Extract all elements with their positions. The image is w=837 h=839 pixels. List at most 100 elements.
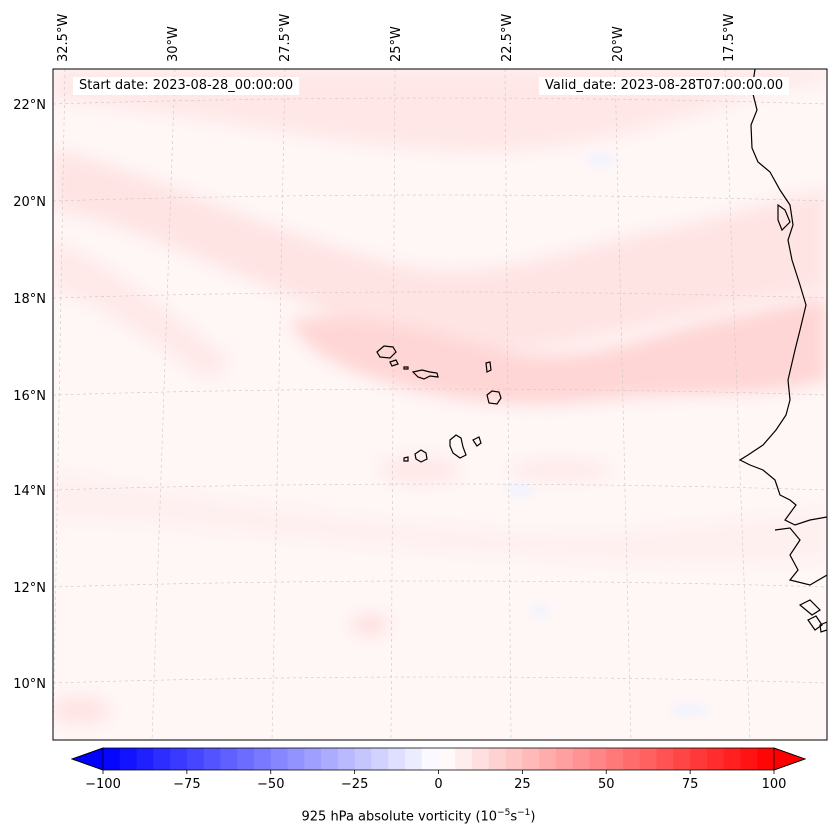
colorbar-segment [623, 748, 641, 770]
lat-label: 16°N [13, 389, 46, 404]
colorbar: −100 −75 −50 −25 0 25 50 75 100 [70, 747, 807, 792]
latitude-labels: 22°N 20°N 18°N 16°N 14°N 12°N 10°N [13, 98, 46, 692]
vorticity-band-west [53, 240, 230, 380]
island-santa-luzia [403, 366, 409, 370]
coastline-inlet [777, 203, 791, 232]
colorbar-segment [455, 748, 473, 770]
colorbar-title: 925 hPa absolute vorticity (10−5s−1) [0, 808, 837, 824]
meridian-32.5w [53, 69, 66, 740]
colorbar-segment [706, 748, 725, 770]
lat-label: 22°N [13, 98, 46, 113]
negative-vorticity-spot [670, 705, 710, 715]
vorticity-band-diagonal [53, 150, 827, 350]
meridian-20w [614, 69, 632, 740]
colorbar-segment [606, 748, 624, 770]
colorbar-segment [723, 748, 741, 770]
colorbar-segment [388, 748, 406, 770]
colorbar-segment [505, 748, 523, 770]
meridian-22.5w [504, 69, 512, 740]
island-sao-nicolau [411, 369, 439, 380]
parallel-16n [53, 388, 827, 396]
parallel-12n [53, 580, 827, 588]
colorbar-segment [572, 748, 590, 770]
colorbar-tick-label: 0 [434, 777, 442, 792]
island-santo-antao [376, 345, 397, 359]
lon-label: 20°W [611, 26, 626, 62]
colorbar-segment [321, 748, 339, 770]
gridlines [53, 69, 827, 740]
colorbar-segment [673, 748, 691, 770]
colorbar-segment [287, 748, 305, 770]
lat-label: 10°N [13, 677, 46, 692]
lat-label: 14°N [13, 484, 46, 499]
colorbar-segment [337, 748, 356, 770]
colorbar-segments [103, 748, 775, 770]
colorbar-title-mid: s [510, 809, 518, 825]
parallel-18n [53, 291, 827, 299]
lon-label: 32.5°W [56, 14, 71, 62]
colorbar-segment [555, 748, 574, 770]
start-date-label: Start date: 2023-08-28_00:00:00 [73, 77, 300, 95]
colorbar-segment [203, 748, 221, 770]
colorbar-segment [186, 748, 205, 770]
colorbar-segment [371, 748, 389, 770]
map-frame [52, 68, 828, 741]
colorbar-tick-label: 75 [682, 777, 699, 792]
island-brava [403, 456, 409, 462]
negative-vorticity-spots [506, 154, 710, 715]
colorbar-tick-label: −100 [85, 777, 121, 792]
colorbar-segment [354, 748, 372, 770]
lon-label: 25°W [389, 26, 404, 62]
vorticity-spot [352, 615, 388, 635]
lat-label: 12°N [13, 581, 46, 596]
colorbar-segment [170, 748, 188, 770]
colorbar-segment [757, 748, 775, 770]
coastline-guinea-bissau [774, 527, 827, 586]
colorbar-title-suffix: ) [530, 809, 536, 825]
cape-verde-islands [376, 345, 502, 463]
coastline-main [738, 69, 827, 526]
lon-label: 22.5°W [500, 14, 515, 62]
island-sal [485, 361, 492, 373]
island-boa-vista [486, 390, 502, 405]
colorbar-segment [438, 748, 456, 770]
lat-label: 18°N [13, 292, 46, 307]
colorbar-segment [421, 748, 439, 770]
parallel-14n [53, 483, 827, 491]
vorticity-spot [510, 460, 610, 480]
colorbar-segment [253, 748, 272, 770]
colorbar-segment [119, 748, 138, 770]
island-sao-vicente [389, 359, 399, 367]
colorbar-title-prefix: 925 hPa absolute vorticity (10 [301, 809, 498, 825]
coastline-islands-south [798, 599, 827, 633]
colorbar-segment [488, 748, 507, 770]
valid-date-label: Valid_date: 2023-08-28T07:00:00.00 [539, 77, 790, 95]
colorbar-segment [237, 748, 255, 770]
map-panel[interactable] [50, 69, 827, 740]
colorbar-tick-label: −75 [173, 777, 200, 792]
lat-label: 20°N [13, 195, 46, 210]
colorbar-segment [270, 748, 289, 770]
parallel-10n [53, 676, 827, 684]
parallel-20n [53, 194, 827, 202]
meridian-25w [390, 69, 396, 740]
map-background [53, 69, 827, 740]
island-maio [472, 436, 482, 447]
meridian-27.5w [271, 69, 286, 740]
colorbar-segment [589, 748, 607, 770]
colorbar-tick-label: 50 [598, 777, 615, 792]
colorbar-segment [690, 748, 708, 770]
colorbar-title-exp2: −1 [517, 808, 531, 818]
colorbar-segment [740, 748, 758, 770]
colorbar-segment [656, 748, 674, 770]
longitude-labels: 32.5°W 30°W 27.5°W 25°W 22.5°W 20°W 17.5… [56, 14, 737, 62]
negative-vorticity-spot [506, 484, 534, 496]
colorbar-segment [639, 748, 658, 770]
colorbar-tick-label: 100 [762, 777, 787, 792]
colorbar-ticks: −100 −75 −50 −25 0 25 50 75 100 [85, 770, 786, 792]
colorbar-tick-label: −50 [257, 777, 284, 792]
lon-label: 27.5°W [278, 14, 293, 62]
colorbar-segment [220, 748, 238, 770]
colorbar-tick-label: 25 [514, 777, 531, 792]
